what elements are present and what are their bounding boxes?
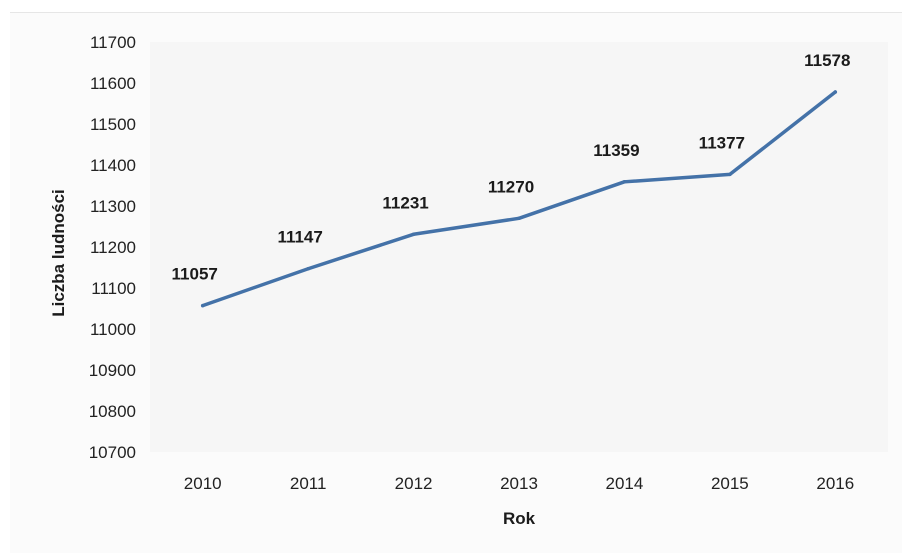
y-tick-label: 11600 — [90, 74, 136, 93]
data-label: 11578 — [804, 51, 850, 70]
y-tick-label: 10700 — [89, 443, 136, 462]
y-axis-title: Liczba ludności — [49, 189, 68, 317]
data-points — [200, 90, 838, 308]
x-tick-label: 2012 — [395, 474, 433, 493]
y-axis-ticks: 10700 10800 10900 11000 11100 11200 11300 11400… — [89, 33, 136, 462]
data-point — [833, 90, 838, 94]
data-point — [517, 216, 521, 221]
data-point — [200, 303, 205, 308]
data-point — [622, 180, 627, 184]
y-tick-label: 11300 — [90, 197, 136, 216]
data-label: 11147 — [277, 228, 322, 247]
plot-area — [150, 42, 888, 452]
x-axis-ticks: 2010 2011 2012 2013 2014 2015 2016 — [184, 474, 854, 493]
x-tick-label: 2011 — [290, 474, 327, 493]
x-axis-title: Rok — [503, 509, 536, 528]
y-tick-label: 10800 — [89, 402, 136, 421]
x-tick-label: 2013 — [500, 474, 538, 493]
y-tick-label: 11500 — [90, 115, 136, 134]
data-label: 11057 — [172, 265, 218, 284]
x-tick-label: 2016 — [816, 474, 854, 493]
data-labels: 11057 11147 11231 11270 11359 11377 11578 — [172, 51, 851, 284]
x-tick-label: 2010 — [184, 474, 222, 493]
data-label: 11377 — [699, 133, 745, 152]
data-point — [411, 232, 416, 237]
y-tick-label: 11000 — [90, 320, 136, 339]
y-tick-label: 11400 — [90, 156, 136, 175]
x-tick-label: 2014 — [606, 474, 644, 493]
y-tick-label: 10900 — [89, 361, 136, 380]
y-tick-label: 11700 — [90, 33, 136, 52]
data-point — [728, 172, 732, 177]
x-tick-label: 2015 — [711, 474, 749, 493]
data-point — [306, 266, 310, 271]
data-label: 11231 — [382, 193, 428, 212]
data-label: 11359 — [593, 141, 639, 160]
data-label: 11270 — [488, 177, 534, 196]
y-tick-label: 11100 — [91, 279, 136, 298]
y-tick-label: 11200 — [90, 238, 136, 257]
